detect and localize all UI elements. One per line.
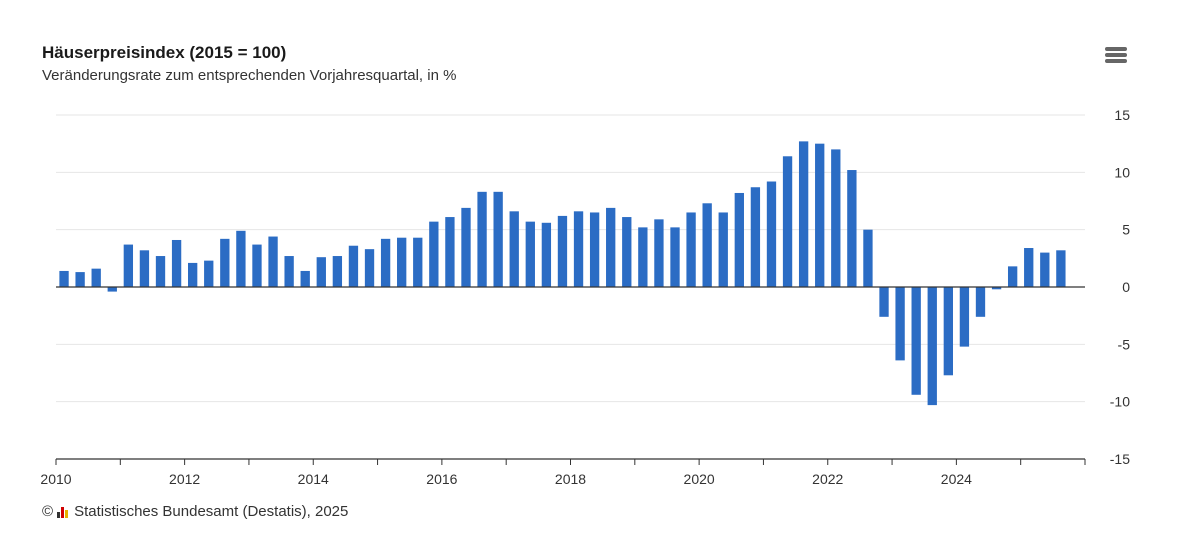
bar xyxy=(943,287,953,376)
bar xyxy=(525,221,535,287)
chart-subtitle: Veränderungsrate zum entsprechenden Vorj… xyxy=(42,67,457,84)
bar xyxy=(847,170,857,287)
hamburger-icon-line xyxy=(1105,59,1127,63)
bar xyxy=(863,229,873,287)
bar xyxy=(991,287,1002,290)
bar xyxy=(268,236,278,287)
bar xyxy=(589,212,600,287)
bar xyxy=(1024,248,1034,287)
y-tick-label: 10 xyxy=(1114,164,1130,180)
y-tick-label: 0 xyxy=(1122,279,1130,295)
y-tick-label: -10 xyxy=(1110,394,1130,410)
bar xyxy=(204,260,214,287)
bar xyxy=(959,287,970,347)
bar xyxy=(734,192,744,287)
y-tick-label: 5 xyxy=(1122,222,1130,238)
bar xyxy=(815,143,825,287)
bar xyxy=(139,250,150,287)
y-tick-label: -5 xyxy=(1118,336,1131,352)
bar xyxy=(911,287,921,395)
chart-card xyxy=(30,30,1170,530)
chart-credits[interactable]: © Statistisches Bundesamt (Destatis), 20… xyxy=(42,503,348,520)
bar xyxy=(879,287,889,317)
bar xyxy=(798,141,809,287)
bar xyxy=(1040,252,1050,287)
x-tick-label: 2024 xyxy=(941,471,972,487)
x-tick-label: 2014 xyxy=(298,471,329,487)
chart-title: Häuserpreisindex (2015 = 100) xyxy=(42,43,287,62)
bar xyxy=(332,256,343,287)
bar xyxy=(782,156,793,287)
bar xyxy=(413,237,423,287)
bar xyxy=(493,191,503,287)
y-tick-label: 15 xyxy=(1114,107,1130,123)
bar xyxy=(91,268,101,287)
bar xyxy=(397,237,407,287)
bar xyxy=(1056,250,1066,287)
bar xyxy=(188,262,198,287)
bar xyxy=(123,244,134,287)
credits-text: Statistisches Bundesamt (Destatis), 2025 xyxy=(74,503,349,520)
bar xyxy=(284,256,294,287)
x-tick-label: 2018 xyxy=(555,471,586,487)
bar xyxy=(686,212,696,287)
hamburger-icon-line xyxy=(1105,47,1127,51)
bar xyxy=(316,257,326,287)
bar xyxy=(606,207,616,287)
bar xyxy=(220,238,230,287)
bar xyxy=(927,287,937,406)
bar xyxy=(171,239,182,287)
bar xyxy=(670,227,680,287)
context-menu-button[interactable] xyxy=(1104,44,1128,66)
bar xyxy=(654,219,664,287)
hamburger-icon-line xyxy=(1105,53,1127,57)
bar xyxy=(638,227,648,287)
bar xyxy=(750,187,761,287)
destatis-logo-icon xyxy=(56,506,70,518)
bar xyxy=(557,215,568,287)
bar xyxy=(429,221,439,287)
bar xyxy=(702,203,712,287)
bar xyxy=(107,287,117,292)
bar xyxy=(364,249,375,287)
x-tick-label: 2020 xyxy=(684,471,715,487)
bar xyxy=(541,222,552,287)
bar xyxy=(445,217,455,287)
x-tick-label: 2010 xyxy=(40,471,71,487)
bar xyxy=(509,211,519,287)
y-tick-label: -15 xyxy=(1110,451,1130,467)
bar xyxy=(461,207,471,287)
bar xyxy=(573,211,584,287)
bar xyxy=(252,244,262,287)
x-tick-label: 2016 xyxy=(426,471,457,487)
x-tick-label: 2012 xyxy=(169,471,200,487)
bar xyxy=(975,287,986,317)
bar xyxy=(380,238,391,287)
bar xyxy=(477,191,487,287)
bar xyxy=(300,270,310,287)
bar xyxy=(348,245,359,287)
bar xyxy=(895,287,905,361)
bar xyxy=(1007,266,1018,287)
bar xyxy=(766,181,777,287)
bar xyxy=(155,256,166,287)
bar xyxy=(718,212,728,287)
bar xyxy=(75,272,85,287)
bar xyxy=(59,270,69,287)
bar xyxy=(236,230,246,287)
copyright-symbol: © xyxy=(42,503,54,520)
bar xyxy=(831,149,841,287)
x-tick-label: 2022 xyxy=(812,471,843,487)
bar xyxy=(622,217,632,287)
